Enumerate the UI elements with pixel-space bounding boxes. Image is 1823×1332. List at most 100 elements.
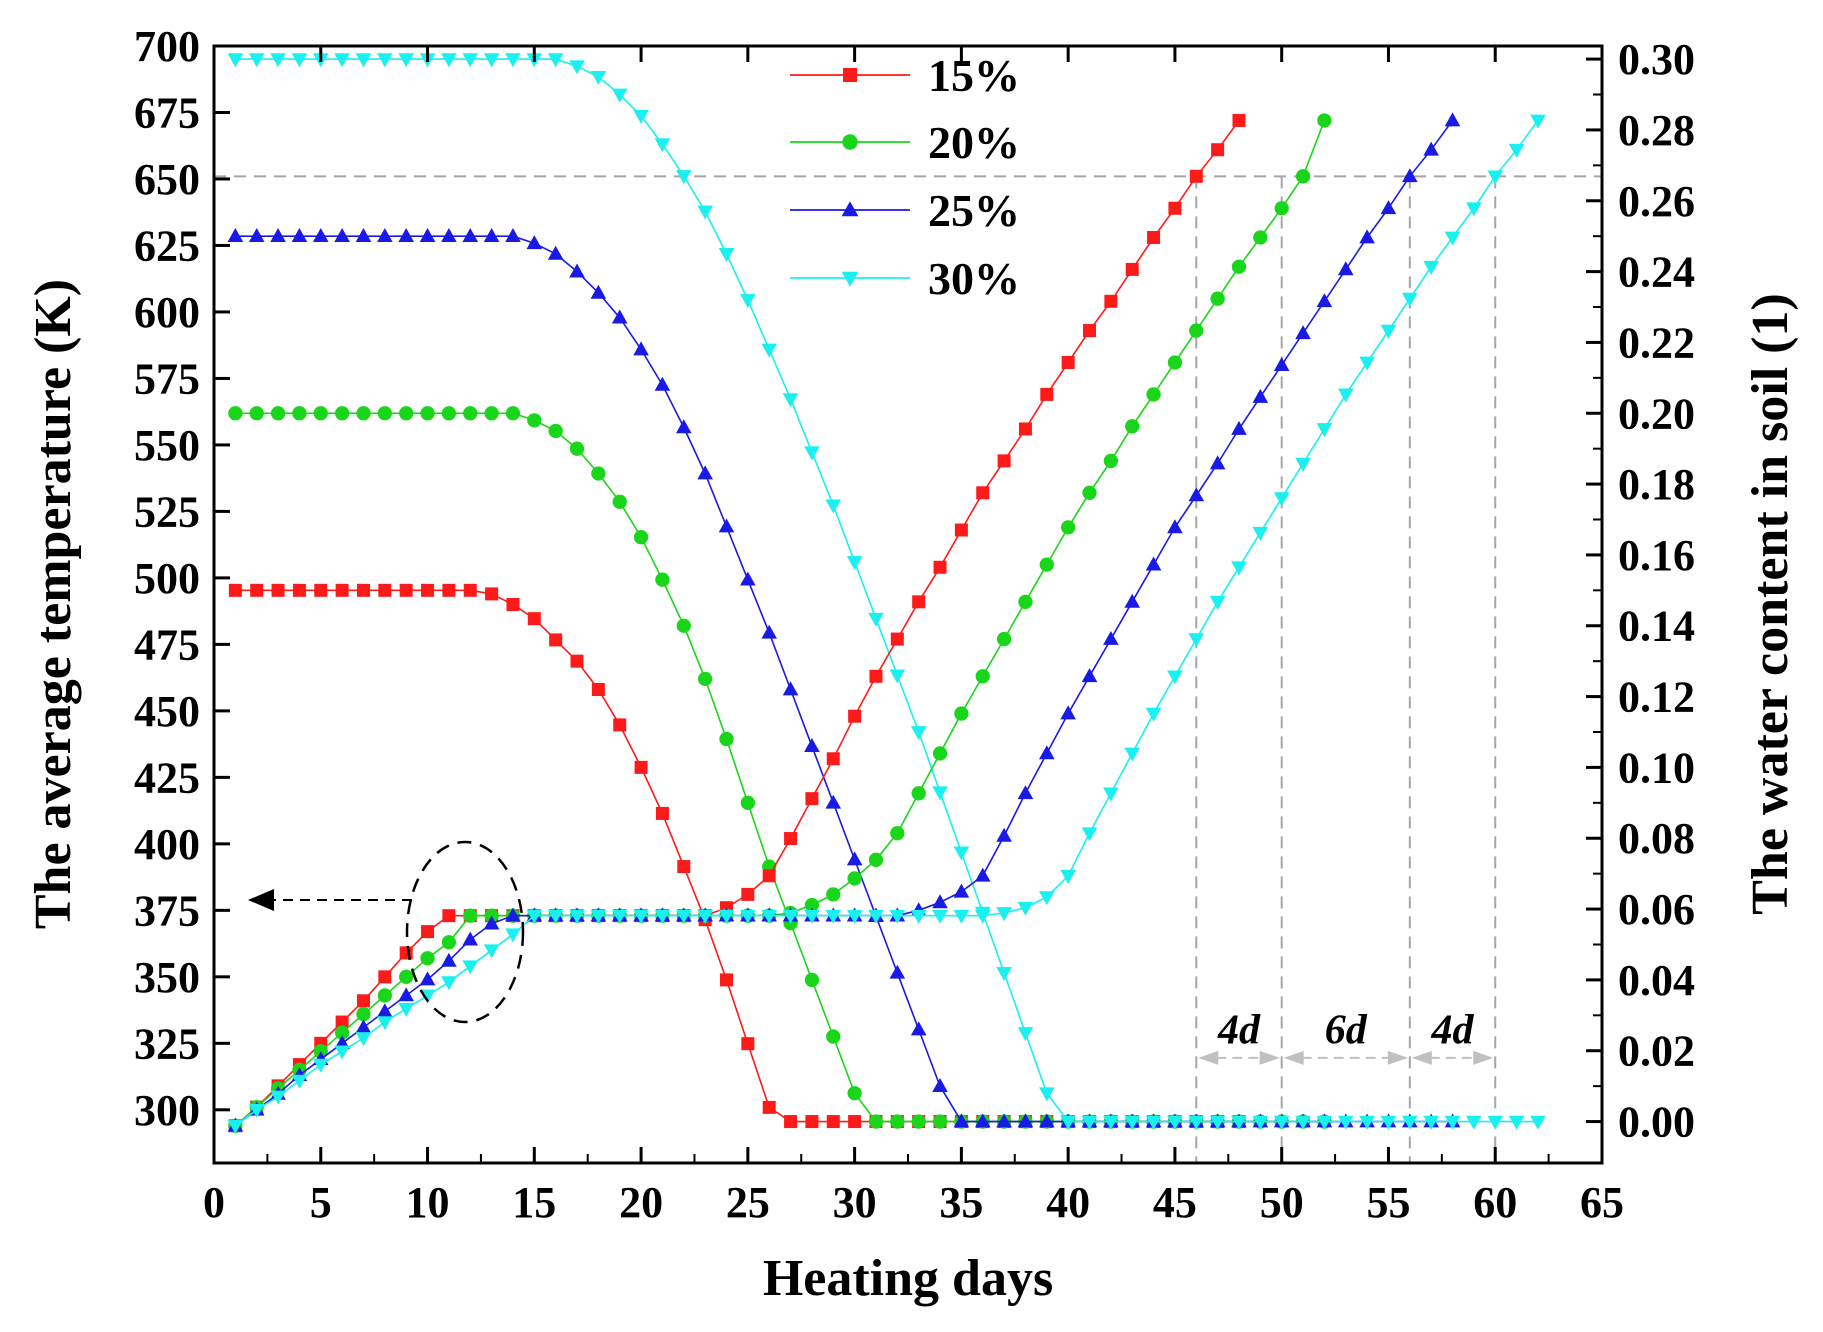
temperature-point	[1444, 112, 1461, 127]
water-point	[378, 583, 392, 597]
water-point	[483, 53, 500, 68]
water-point	[377, 406, 392, 421]
temperature-point	[377, 1016, 393, 1031]
water-point	[996, 966, 1012, 981]
water-point	[420, 406, 435, 421]
temperature-point	[784, 832, 798, 846]
y-left-axis-ticks: 300 325 350 375 400 425 450 475 500 525 550 575 600 6…	[134, 22, 230, 1135]
y-left-tick-label: 625	[134, 221, 200, 270]
water-point	[270, 406, 286, 421]
temperature-point	[1124, 593, 1141, 608]
water-point	[399, 406, 414, 421]
temperature-point	[889, 909, 906, 924]
y-left-tick-label: 475	[134, 620, 200, 669]
water-point	[1231, 1115, 1247, 1130]
water-point	[784, 1115, 798, 1129]
y-left-tick-label: 375	[134, 886, 200, 935]
water-point	[569, 263, 585, 278]
water-line	[235, 235, 1453, 1123]
x-tick-label: 60	[1473, 1178, 1517, 1227]
water-point	[1124, 1115, 1141, 1130]
temperature-point	[356, 994, 370, 1008]
temperature-point	[1466, 202, 1482, 217]
water-point	[1423, 1115, 1439, 1130]
legend-marker	[843, 68, 857, 82]
water-point	[591, 682, 605, 696]
temperature-point	[911, 786, 926, 801]
highlight-circle	[405, 840, 525, 1024]
y-right-axis-title: The water content in soil (1)	[1742, 293, 1799, 915]
temperature-series-15pct	[228, 113, 1246, 1133]
temperature-point	[1124, 747, 1141, 762]
y-right-tick-label: 0.22	[1618, 318, 1695, 367]
x-tick-label: 20	[619, 1178, 663, 1227]
water-point	[890, 1114, 905, 1129]
water-point	[441, 228, 457, 243]
water-point	[718, 518, 735, 533]
water-point	[826, 1115, 840, 1129]
water-point	[1039, 1113, 1055, 1128]
water-point	[271, 583, 285, 597]
temperature-point	[932, 746, 948, 761]
temperature-point	[1039, 891, 1055, 906]
water-point	[227, 53, 244, 68]
temperature-point	[1188, 633, 1205, 648]
temperature-point	[356, 1006, 371, 1022]
temperature-point	[804, 909, 820, 924]
temperature-point	[441, 976, 457, 991]
water-point	[1188, 1115, 1205, 1130]
temperature-point	[868, 909, 884, 924]
water-point	[1380, 1115, 1397, 1130]
water-point	[590, 284, 607, 299]
water-point	[570, 654, 584, 668]
temperature-point	[1423, 141, 1439, 156]
temperature-point	[1273, 357, 1290, 371]
water-point	[398, 228, 414, 243]
temperature-point	[1380, 324, 1397, 339]
temperature-point	[569, 909, 585, 924]
temperature-point	[505, 907, 521, 922]
temperature-point	[398, 1002, 414, 1017]
legend-label: 20%	[928, 117, 1020, 168]
water-point	[590, 70, 607, 85]
y-right-tick-label: 0.12	[1618, 673, 1695, 722]
temperature-point	[1253, 230, 1268, 245]
water-point	[1316, 1115, 1333, 1130]
water-point	[291, 228, 308, 243]
temperature-point	[1167, 355, 1183, 370]
temperature-point	[890, 632, 904, 646]
temperature-point	[846, 909, 863, 924]
left-axis-arrow-head	[248, 889, 274, 911]
temperature-point	[1189, 169, 1203, 183]
water-point	[419, 228, 436, 243]
temperature-point	[463, 908, 478, 923]
temperature-point	[590, 909, 607, 924]
temperature-point	[334, 1045, 350, 1060]
temperature-point	[869, 669, 883, 683]
water-line	[235, 589, 1239, 1123]
temperature-point	[1508, 143, 1525, 158]
temperature-point	[1316, 423, 1333, 438]
temperature-point	[547, 909, 564, 924]
temperature-point	[1081, 827, 1098, 842]
legend-marker	[841, 201, 859, 217]
temperature-point	[334, 1025, 350, 1040]
temperature-point	[1168, 201, 1182, 215]
temperature-point	[847, 871, 862, 886]
y-right-tick-label: 0.06	[1618, 885, 1695, 934]
temperature-point	[654, 909, 671, 924]
temperature-point	[1232, 113, 1246, 127]
y-right-tick-label: 0.04	[1618, 956, 1695, 1005]
temperature-point	[1380, 200, 1397, 215]
interval-label: 6d	[1325, 1008, 1368, 1054]
water-point	[804, 738, 820, 753]
water-point	[675, 419, 692, 434]
y-left-tick-label: 675	[134, 88, 200, 137]
water-point	[248, 228, 265, 243]
temperature-point	[248, 1103, 265, 1118]
water-point	[505, 53, 521, 68]
water-point	[741, 1037, 755, 1051]
legend: 15% 20% 25% 30%	[790, 50, 1020, 304]
water-point	[910, 726, 927, 741]
water-point	[313, 406, 328, 421]
